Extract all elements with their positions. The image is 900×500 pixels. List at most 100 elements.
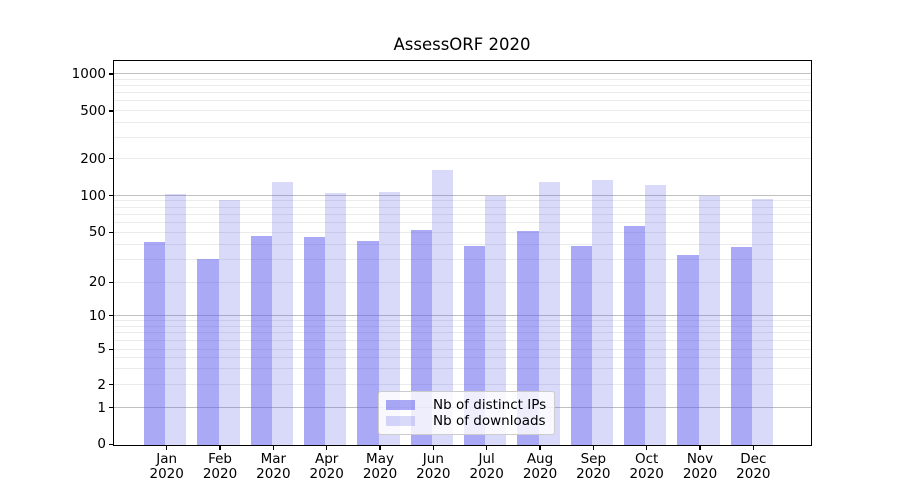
bar-downloads [165, 193, 187, 445]
x-tick [272, 445, 274, 451]
x-tick [699, 445, 701, 451]
y-tick-label: 50 [88, 224, 106, 241]
gridline-minor [113, 136, 811, 138]
bar-downloads [272, 182, 294, 445]
bar-distinct-ips [570, 246, 593, 445]
gridline-major [113, 194, 811, 196]
gridline-minor [113, 85, 811, 87]
bar-distinct-ips [303, 237, 326, 445]
gridline-minor [113, 325, 811, 327]
gridline-minor [113, 348, 811, 350]
gridline-minor [113, 100, 811, 102]
gridline-minor [113, 78, 811, 80]
gridline-minor [113, 339, 811, 341]
y-tick [108, 158, 114, 160]
y-tick-label: 0 [97, 436, 106, 453]
x-tick-label: Jan 2020 [149, 451, 184, 482]
x-tick-label: Apr 2020 [309, 451, 344, 482]
plot-area [112, 59, 812, 446]
x-tick-label: Oct 2020 [629, 451, 664, 482]
y-tick-label: 200 [80, 150, 106, 167]
gridline-minor [113, 213, 811, 215]
bar-distinct-ips [410, 230, 433, 445]
gridline-minor [113, 110, 811, 112]
gridline-major [113, 314, 811, 316]
bar-distinct-ips [623, 225, 646, 445]
x-tick-label: Jul 2020 [469, 451, 504, 482]
y-tick-label: 100 [80, 187, 106, 204]
y-tick-label: 20 [88, 274, 106, 291]
gridline-minor [113, 243, 811, 245]
bar-downloads [592, 179, 614, 445]
x-tick [432, 445, 434, 451]
bar-distinct-ips [730, 247, 753, 445]
x-tick [646, 445, 648, 451]
x-tick [752, 445, 754, 451]
bar-distinct-ips [357, 240, 379, 445]
legend-label-downloads: Nb of downloads [433, 413, 546, 429]
y-tick-label: 2 [97, 376, 106, 393]
x-tick-label: Feb 2020 [202, 451, 238, 482]
bar-distinct-ips [677, 255, 699, 445]
gridline-major [113, 73, 811, 75]
gridline-minor [113, 281, 811, 283]
y-tick [108, 348, 114, 350]
bar-downloads [645, 185, 667, 445]
y-tick [108, 231, 114, 233]
gridline-minor [113, 157, 811, 159]
gridline-minor [113, 368, 811, 370]
x-tick-label: Dec 2020 [736, 451, 771, 482]
x-tick [219, 445, 221, 451]
y-tick [108, 110, 114, 112]
x-tick [379, 445, 381, 451]
y-tick [108, 281, 114, 283]
y-tick-label: 500 [80, 103, 106, 119]
bar-downloads [752, 199, 774, 445]
y-tick [108, 443, 114, 445]
bar-distinct-ips [197, 258, 219, 445]
y-tick [108, 73, 114, 75]
gridline-minor [113, 383, 811, 385]
x-tick-label: Mar 2020 [256, 451, 291, 482]
legend-row-distinct-ips: Nb of distinct IPs [386, 397, 546, 413]
legend-swatch-distinct-ips [386, 400, 415, 410]
y-tick-label: 10 [88, 307, 106, 324]
y-tick-label: 1 [97, 399, 106, 416]
y-tick [108, 195, 114, 197]
gridline-minor [113, 221, 811, 223]
y-tick-label: 1000 [71, 66, 106, 82]
y-tick [108, 406, 114, 409]
bar-downloads [218, 199, 240, 445]
bar-downloads [485, 196, 507, 445]
gridline-minor [113, 259, 811, 261]
x-tick [592, 445, 594, 451]
gridline-minor [113, 206, 811, 208]
x-tick-label: Nov 2020 [682, 451, 718, 482]
gridline-minor [113, 231, 811, 233]
x-tick [166, 445, 168, 451]
legend-label-distinct-ips: Nb of distinct IPs [433, 397, 547, 413]
bar-downloads [325, 193, 347, 445]
y-tick-label: 5 [97, 341, 106, 358]
gridline-minor [113, 332, 811, 334]
bar-downloads [538, 181, 560, 445]
gridline-minor [113, 357, 811, 359]
x-tick [326, 445, 328, 451]
chart-title: AssessORF 2020 [393, 35, 531, 54]
x-tick-label: Aug 2020 [522, 451, 558, 482]
y-tick [108, 384, 114, 386]
gridline-minor [113, 92, 811, 94]
y-tick [108, 315, 114, 317]
gridline-minor [113, 320, 811, 321]
x-tick-label: Jun 2020 [416, 451, 451, 482]
bar-downloads [378, 192, 400, 445]
x-tick-label: Sep 2020 [576, 451, 611, 482]
legend-row-downloads: Nb of downloads [386, 413, 546, 429]
legend: Nb of distinct IPs Nb of downloads [378, 391, 555, 435]
bar-downloads [698, 196, 720, 445]
gridline-minor [113, 121, 811, 123]
bar-distinct-ips [143, 242, 166, 445]
gridline-minor [113, 200, 811, 202]
x-tick [486, 445, 488, 451]
